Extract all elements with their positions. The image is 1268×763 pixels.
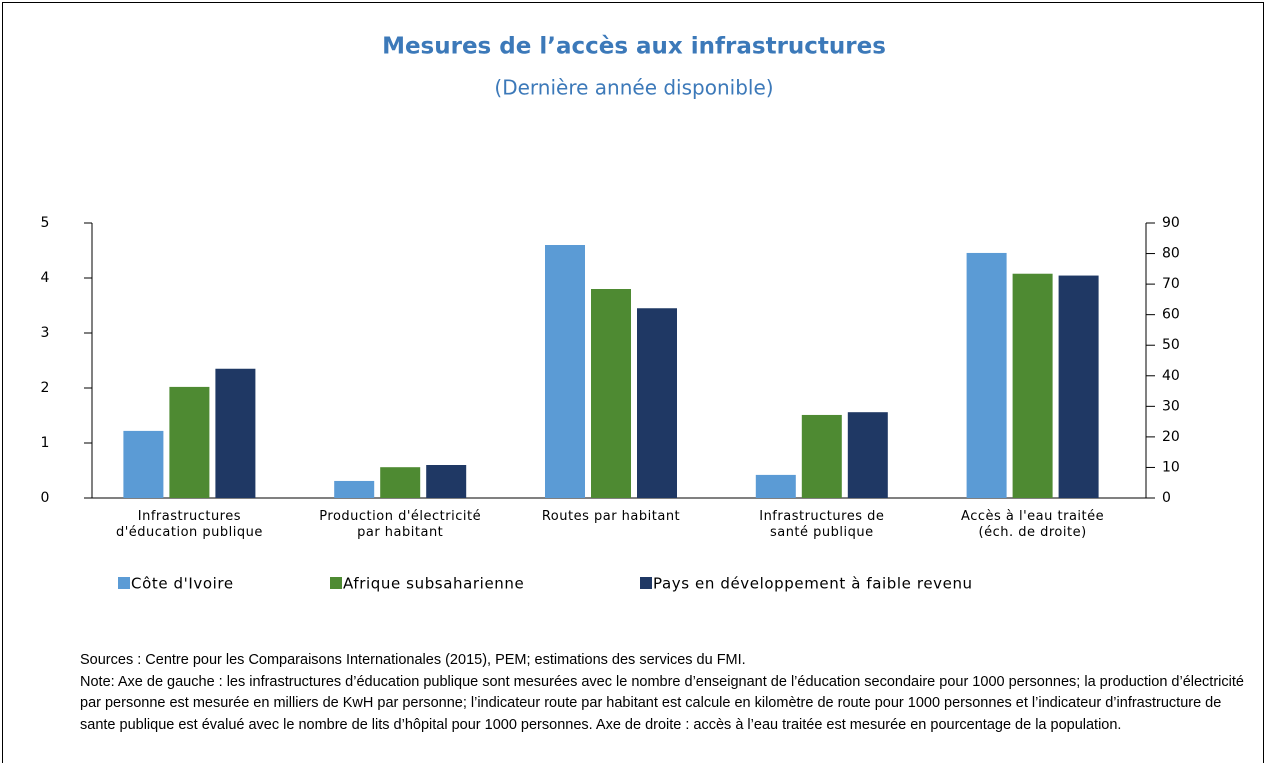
bar [591,289,631,498]
bar [966,252,1007,498]
y2-tick-label: 60 [1162,307,1180,323]
legend-label: Pays en développement à faible revenu [653,575,973,593]
bar [847,412,888,498]
bar [123,430,164,498]
sources: Sources : Centre pour les Comparaisons I… [80,652,746,668]
y2-tick-label: 90 [1162,215,1180,231]
chart-title: Mesures de l’accès aux infrastructures [382,34,886,60]
y2-tick-label: 40 [1162,368,1180,384]
x-tick-label: Accès à l'eau traitée (éch. de droite) [961,509,1104,540]
y2-tick-label: 10 [1162,459,1180,475]
bar [380,467,421,498]
legend-swatch [330,577,342,589]
y2-tick-label: 30 [1162,398,1180,414]
y2-tick-label: 20 [1162,429,1180,445]
legend-label: Côte d'Ivoire [131,575,234,593]
y-tick-label: 3 [41,325,50,341]
y2-tick-label: 80 [1162,246,1180,262]
y2-tick-label: 0 [1162,490,1171,506]
bar [545,245,585,498]
y2-tick-label: 50 [1162,337,1180,353]
legend-swatch [640,577,652,589]
bar [755,474,796,498]
x-tick-label: Infrastructures de santé publique [759,509,884,540]
legend-label: Afrique subsaharienne [343,575,524,593]
x-tick-label: Production d'électricité par habitant [319,509,481,540]
y-tick-label: 5 [41,215,50,231]
chart-subtitle: (Dernière année disponible) [494,76,773,100]
y-tick-label: 4 [41,270,50,286]
bar [1058,275,1099,498]
y-tick-label: 2 [41,380,50,396]
bar [1012,273,1053,498]
bar [637,308,677,498]
bar [426,465,467,498]
y2-tick-label: 70 [1162,276,1180,292]
x-tick-label: Routes par habitant [542,509,680,524]
bar [334,480,375,498]
bar [169,386,210,498]
bar [215,368,256,498]
bar [801,414,842,498]
y-tick-label: 1 [41,435,50,451]
x-tick-label: Infrastructures d'éducation publique [116,509,263,540]
notes: Sources : Centre pour les Comparaisons I… [80,650,1260,736]
note: Note: Axe de gauche : les infrastructure… [80,673,1244,733]
y-tick-label: 0 [41,490,50,506]
legend-swatch [118,577,130,589]
